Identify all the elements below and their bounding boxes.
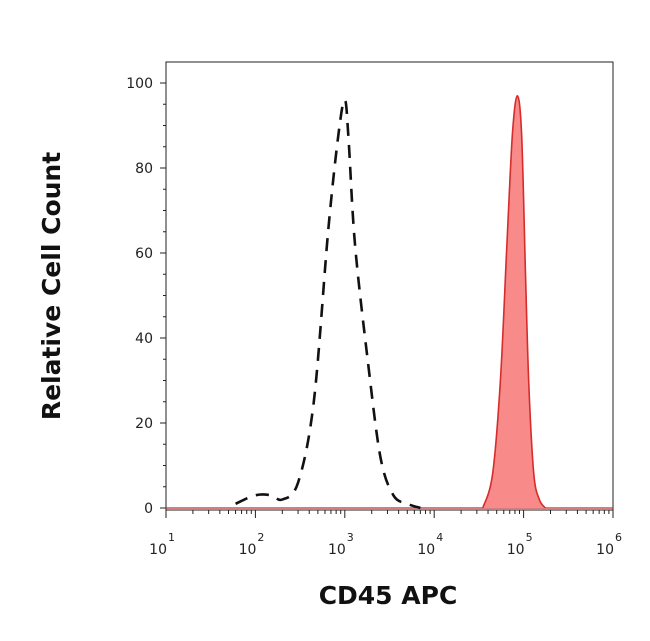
x-axis-title: CD45 APC bbox=[319, 581, 458, 610]
y-tick-label: 20 bbox=[135, 416, 153, 432]
x-tick-label: 102 bbox=[239, 531, 265, 558]
y-tick-label: 0 bbox=[144, 501, 153, 517]
y-tick-label: 60 bbox=[135, 246, 153, 262]
x-tick-base: 10 bbox=[239, 542, 257, 558]
x-tick-exponent: 5 bbox=[526, 531, 533, 544]
series-0-line bbox=[235, 98, 421, 510]
x-tick-base: 10 bbox=[596, 542, 614, 558]
series-1-line bbox=[482, 94, 546, 509]
x-tick-exponent: 3 bbox=[347, 531, 354, 544]
x-tick-exponent: 2 bbox=[257, 531, 264, 544]
x-tick-label: 104 bbox=[417, 531, 443, 558]
x-tick-label: 105 bbox=[507, 531, 533, 558]
x-tick-exponent: 1 bbox=[168, 531, 175, 544]
x-tick-label: 106 bbox=[596, 531, 622, 558]
x-tick-base: 10 bbox=[417, 542, 435, 558]
x-tick-base: 10 bbox=[149, 542, 167, 558]
y-tick-label: 40 bbox=[135, 331, 153, 347]
x-tick-label: 101 bbox=[149, 531, 175, 558]
plot-frame bbox=[165, 61, 614, 511]
y-axis-title: Relative Cell Count bbox=[37, 152, 66, 420]
series-layer bbox=[166, 94, 613, 510]
series-1-fill bbox=[482, 95, 546, 509]
x-tick-label: 103 bbox=[328, 531, 354, 558]
x-tick-base: 10 bbox=[328, 542, 346, 558]
y-tick-label: 100 bbox=[126, 76, 153, 92]
plot-border bbox=[165, 61, 614, 511]
y-tick-label: 80 bbox=[135, 161, 153, 177]
x-tick-exponent: 6 bbox=[615, 531, 622, 544]
x-tick-exponent: 4 bbox=[436, 531, 443, 544]
x-tick-base: 10 bbox=[507, 542, 525, 558]
